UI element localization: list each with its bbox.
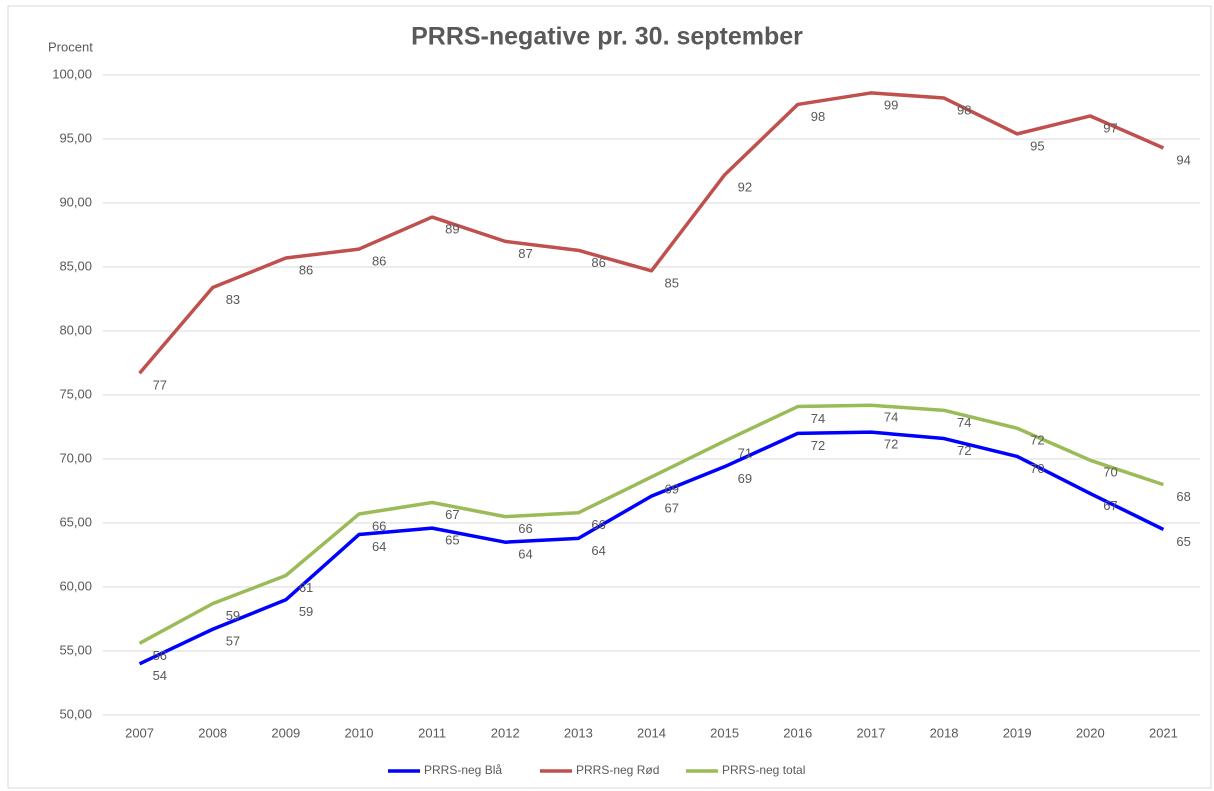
data-label: 66 bbox=[372, 518, 386, 533]
y-tick-label: 65,00 bbox=[59, 514, 92, 529]
y-tick-label: 55,00 bbox=[59, 642, 92, 657]
data-label: 74 bbox=[811, 411, 825, 426]
data-label: 72 bbox=[811, 438, 825, 453]
data-label: 94 bbox=[1176, 152, 1190, 167]
series-line bbox=[138, 91, 1165, 375]
data-label: 64 bbox=[591, 543, 605, 558]
data-label: 67 bbox=[445, 507, 459, 522]
x-tick-label: 2019 bbox=[1003, 725, 1032, 740]
data-label: 61 bbox=[299, 580, 313, 595]
data-label: 57 bbox=[226, 634, 240, 649]
data-label: 77 bbox=[153, 378, 167, 393]
y-tick-label: 95,00 bbox=[59, 130, 92, 145]
series-line bbox=[138, 430, 1165, 666]
data-label: 56 bbox=[153, 648, 167, 663]
data-label: 69 bbox=[738, 471, 752, 486]
x-tick-label: 2021 bbox=[1149, 725, 1178, 740]
data-label: 86 bbox=[372, 254, 386, 269]
series-line bbox=[138, 403, 1164, 645]
data-label: 72 bbox=[1030, 433, 1044, 448]
x-tick-label: 2012 bbox=[491, 725, 520, 740]
data-label: 87 bbox=[518, 246, 532, 261]
data-label: 86 bbox=[299, 262, 313, 277]
x-tick-label: 2007 bbox=[125, 725, 154, 740]
data-label: 70 bbox=[1103, 465, 1117, 480]
data-label: 65 bbox=[1176, 534, 1190, 549]
y-tick-label: 85,00 bbox=[59, 258, 92, 273]
data-label: 99 bbox=[884, 97, 898, 112]
x-tick-label: 2018 bbox=[930, 725, 959, 740]
data-label: 64 bbox=[518, 547, 532, 562]
data-label: 70 bbox=[1030, 461, 1044, 476]
legend-label: PRRS-neg total bbox=[722, 763, 805, 777]
y-tick-label: 70,00 bbox=[59, 450, 92, 465]
data-label: 69 bbox=[665, 481, 679, 496]
x-tick-label: 2017 bbox=[856, 725, 885, 740]
data-label: 98 bbox=[957, 102, 971, 117]
data-label: 59 bbox=[299, 604, 313, 619]
y-tick-label: 100,00 bbox=[52, 66, 92, 81]
y-tick-label: 80,00 bbox=[59, 322, 92, 337]
y-axis-label: Procent bbox=[48, 39, 93, 54]
data-label: 95 bbox=[1030, 138, 1044, 153]
data-label: 89 bbox=[445, 222, 459, 237]
data-label: 74 bbox=[884, 410, 898, 425]
data-label: 92 bbox=[738, 179, 752, 194]
data-label: 72 bbox=[884, 437, 898, 452]
data-label: 71 bbox=[738, 446, 752, 461]
data-label: 86 bbox=[591, 255, 605, 270]
data-label: 85 bbox=[665, 275, 679, 290]
x-tick-label: 2020 bbox=[1076, 725, 1105, 740]
data-label: 97 bbox=[1103, 120, 1117, 135]
legend-label: PRRS-neg Blå bbox=[424, 763, 502, 777]
data-label: 59 bbox=[226, 608, 240, 623]
y-tick-label: 60,00 bbox=[59, 578, 92, 593]
data-label: 98 bbox=[811, 109, 825, 124]
data-label: 65 bbox=[445, 533, 459, 548]
y-tick-label: 90,00 bbox=[59, 194, 92, 209]
x-tick-label: 2015 bbox=[710, 725, 739, 740]
chart-title: PRRS-negative pr. 30. september bbox=[411, 23, 803, 51]
x-tick-label: 2008 bbox=[198, 725, 227, 740]
data-label: 54 bbox=[153, 668, 167, 683]
data-label: 66 bbox=[518, 521, 532, 536]
data-label: 64 bbox=[372, 539, 386, 554]
x-tick-label: 2016 bbox=[783, 725, 812, 740]
chart-frame bbox=[7, 5, 1212, 789]
data-label: 67 bbox=[1103, 498, 1117, 513]
data-label: 72 bbox=[957, 443, 971, 458]
data-label: 67 bbox=[665, 501, 679, 516]
x-tick-label: 2010 bbox=[345, 725, 374, 740]
data-label: 68 bbox=[1176, 489, 1190, 504]
data-label: 66 bbox=[591, 517, 605, 532]
data-label: 74 bbox=[957, 415, 971, 430]
y-tick-label: 75,00 bbox=[59, 386, 92, 401]
legend-label: PRRS-neg Rød bbox=[576, 763, 659, 777]
data-label: 83 bbox=[226, 292, 240, 307]
x-tick-label: 2014 bbox=[637, 725, 666, 740]
x-tick-label: 2013 bbox=[564, 725, 593, 740]
y-tick-label: 50,00 bbox=[59, 706, 92, 721]
x-tick-label: 2009 bbox=[271, 725, 300, 740]
x-tick-label: 2011 bbox=[418, 725, 446, 740]
